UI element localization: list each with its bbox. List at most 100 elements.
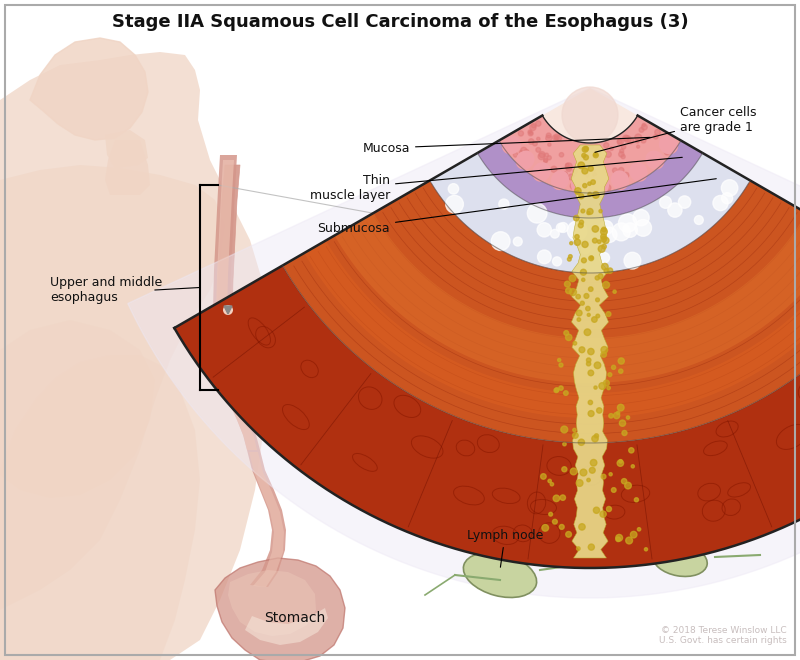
Circle shape: [602, 227, 606, 232]
Circle shape: [223, 305, 233, 315]
Polygon shape: [217, 165, 240, 320]
Polygon shape: [215, 558, 345, 660]
Circle shape: [592, 317, 597, 322]
Circle shape: [522, 160, 526, 162]
Circle shape: [590, 459, 597, 466]
Circle shape: [602, 281, 610, 288]
Circle shape: [605, 151, 611, 157]
Circle shape: [619, 420, 626, 426]
Circle shape: [588, 544, 594, 550]
Text: Thick
muscle layer: Thick muscle layer: [0, 659, 1, 660]
Circle shape: [583, 155, 589, 160]
Circle shape: [531, 123, 536, 128]
Polygon shape: [542, 88, 638, 143]
Circle shape: [570, 468, 577, 475]
Circle shape: [618, 168, 624, 173]
Circle shape: [624, 135, 631, 143]
Circle shape: [623, 172, 629, 178]
Ellipse shape: [591, 174, 609, 195]
Circle shape: [620, 149, 624, 153]
Circle shape: [572, 176, 578, 182]
Circle shape: [627, 138, 634, 144]
Circle shape: [622, 145, 626, 149]
Circle shape: [576, 191, 579, 194]
Polygon shape: [247, 450, 286, 587]
Circle shape: [553, 519, 558, 524]
Text: Mucosa: Mucosa: [362, 137, 650, 154]
Circle shape: [554, 388, 558, 393]
Circle shape: [634, 134, 642, 141]
Circle shape: [582, 246, 590, 254]
Circle shape: [573, 433, 578, 438]
Circle shape: [618, 152, 624, 157]
Circle shape: [562, 172, 567, 177]
Circle shape: [536, 147, 541, 152]
Polygon shape: [105, 130, 148, 168]
Circle shape: [594, 187, 598, 191]
Circle shape: [612, 223, 630, 241]
Circle shape: [560, 495, 566, 500]
Circle shape: [498, 199, 509, 209]
Circle shape: [650, 157, 653, 161]
Circle shape: [582, 168, 588, 174]
Circle shape: [586, 306, 590, 311]
Circle shape: [588, 411, 594, 416]
Circle shape: [566, 163, 569, 167]
Circle shape: [546, 135, 552, 141]
Circle shape: [566, 166, 571, 172]
Circle shape: [606, 506, 611, 512]
Polygon shape: [0, 165, 225, 610]
Circle shape: [542, 525, 549, 531]
Circle shape: [590, 256, 593, 259]
Polygon shape: [430, 153, 750, 273]
Circle shape: [593, 238, 598, 243]
Circle shape: [625, 482, 631, 489]
Circle shape: [574, 187, 581, 194]
Polygon shape: [571, 145, 609, 558]
Circle shape: [562, 467, 567, 472]
Ellipse shape: [646, 150, 664, 170]
Circle shape: [602, 244, 606, 249]
Polygon shape: [478, 141, 702, 218]
Circle shape: [562, 175, 569, 182]
Ellipse shape: [611, 170, 629, 190]
Circle shape: [622, 478, 626, 484]
Circle shape: [576, 310, 582, 316]
Circle shape: [574, 215, 579, 221]
Circle shape: [713, 195, 728, 211]
Circle shape: [562, 87, 618, 143]
Circle shape: [553, 135, 558, 140]
Circle shape: [599, 220, 613, 234]
Circle shape: [617, 411, 620, 414]
Circle shape: [601, 228, 607, 235]
Circle shape: [592, 436, 598, 442]
Ellipse shape: [463, 552, 537, 597]
Circle shape: [567, 257, 571, 261]
Text: Thin
muscle layer: Thin muscle layer: [310, 157, 682, 202]
Circle shape: [654, 129, 660, 135]
Circle shape: [617, 460, 623, 467]
Circle shape: [580, 301, 584, 305]
Circle shape: [530, 124, 536, 131]
Circle shape: [588, 182, 591, 185]
Circle shape: [589, 256, 594, 261]
Circle shape: [578, 439, 585, 446]
Circle shape: [563, 391, 568, 395]
Ellipse shape: [653, 544, 707, 576]
Circle shape: [580, 469, 587, 476]
Circle shape: [573, 169, 578, 174]
Circle shape: [642, 123, 646, 127]
Circle shape: [561, 426, 568, 433]
Circle shape: [582, 278, 585, 281]
Circle shape: [626, 416, 630, 419]
Circle shape: [598, 246, 605, 252]
Circle shape: [570, 183, 577, 189]
Circle shape: [567, 221, 587, 240]
Circle shape: [590, 180, 595, 184]
Ellipse shape: [502, 136, 521, 154]
Circle shape: [595, 276, 599, 280]
Circle shape: [562, 442, 566, 446]
Circle shape: [607, 268, 613, 273]
Polygon shape: [105, 140, 150, 195]
Circle shape: [578, 162, 585, 169]
